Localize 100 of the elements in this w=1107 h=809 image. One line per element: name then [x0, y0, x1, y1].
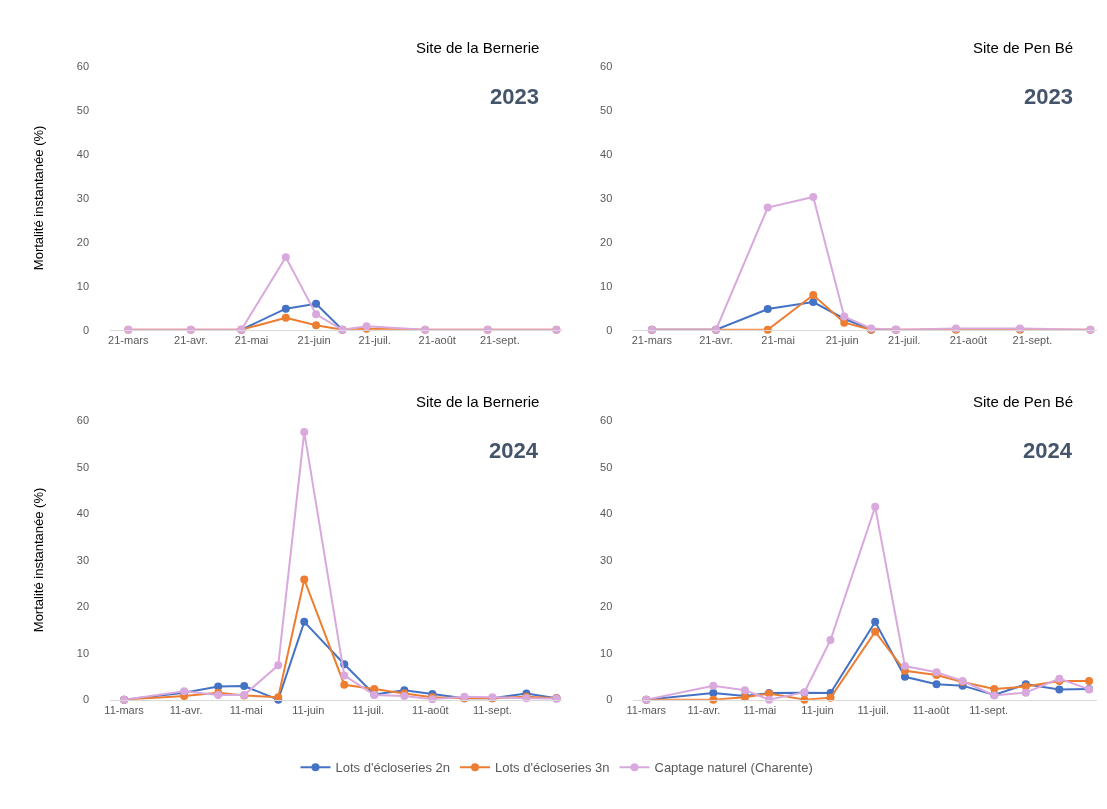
y-tick-label: 10 [76, 646, 90, 659]
y-tick-label: 60 [600, 59, 613, 72]
x-tick-label: 11-mars [104, 703, 145, 716]
text: 2024 [1023, 438, 1073, 463]
x-tick-label: 21-mai [761, 333, 795, 346]
x-tick-label: 21-avr. [174, 333, 208, 346]
y-tick-label: 0 [606, 323, 613, 336]
x-tick-label: 11-août [412, 703, 449, 716]
point [300, 617, 309, 626]
point [709, 681, 718, 690]
point [312, 310, 321, 319]
point [871, 627, 880, 636]
point [1085, 677, 1094, 685]
x-tick-label: 21-sept. [479, 333, 520, 346]
y-tick-label: 50 [600, 103, 613, 116]
chart-title: Site de la Bernerie [416, 393, 540, 410]
point [312, 299, 321, 308]
point [932, 680, 941, 689]
x-tick-label: 11-avr. [169, 703, 203, 716]
x-tick-label: 21-mars [108, 333, 149, 346]
y-tick-label: 30 [600, 191, 613, 204]
x-tick-label: 21-mai [234, 333, 269, 346]
x-tick-label: 11-avr. [687, 703, 721, 716]
x-tick-label: 11-juil. [857, 703, 890, 716]
chart-title: Site de Pen Bé [973, 39, 1074, 56]
y-tick-label: 50 [76, 103, 90, 116]
x-tick-label: 21-juil. [888, 333, 921, 346]
x-tick-label: 11-juin [801, 703, 834, 716]
chart-title: Site de la Bernerie [416, 39, 540, 56]
y-tick-label: 30 [600, 553, 613, 566]
point [340, 680, 349, 689]
point [240, 682, 249, 691]
legend-label: Captage naturel (Charente) [654, 760, 813, 776]
text: 2024 [489, 438, 539, 463]
y-tick-label: 60 [76, 59, 90, 72]
y-tick-label: 30 [76, 191, 90, 204]
x-tick-label: 21-sept. [1012, 333, 1053, 346]
y-axis-title: Mortalité instantanée (%) [30, 487, 46, 633]
y-tick-label: 10 [600, 279, 613, 292]
point [1021, 688, 1030, 697]
y-tick-label: 40 [600, 147, 613, 160]
point [763, 203, 772, 212]
y-tick-label: 40 [76, 147, 90, 160]
point [809, 298, 818, 307]
x-tick-label: 11-mai [229, 703, 263, 716]
y-tick-label: 30 [76, 553, 90, 566]
text: 2023 [490, 84, 539, 109]
x-tick-label: 21-juin [297, 333, 331, 346]
point [300, 427, 309, 436]
x-tick-label: 11-juil. [352, 703, 385, 716]
y-tick-label: 60 [600, 414, 613, 427]
point [709, 689, 718, 698]
x-tick-label: 11-mars [626, 703, 667, 716]
point [281, 304, 290, 313]
x-tick-label: 21-mars [631, 333, 673, 346]
point [871, 502, 880, 511]
x-tick-label: 11-août [912, 703, 950, 716]
x-tick-label: 11-sept. [472, 703, 512, 716]
y-tick-label: 50 [76, 460, 90, 473]
y-tick-label: 0 [606, 693, 613, 706]
point [990, 684, 999, 693]
point [312, 321, 321, 330]
y-tick-label: 0 [82, 323, 90, 336]
point [809, 291, 818, 300]
y-tick-label: 40 [600, 507, 613, 520]
y-tick-label: 40 [76, 507, 90, 520]
y-axis-title: Mortalité instantanée (%) [30, 125, 46, 271]
x-tick-label: 21-juin [825, 333, 859, 346]
point [840, 318, 849, 327]
x-tick-label: 11-mai [743, 703, 777, 716]
x-tick-label: 21-août [418, 333, 456, 346]
point [281, 253, 290, 262]
x-tick-label: 21-juil. [358, 333, 391, 346]
point [871, 617, 880, 626]
y-tick-label: 20 [76, 235, 90, 248]
legend-label: Lots d'écloseries 3n [495, 760, 610, 776]
point [809, 193, 818, 202]
legend-label: Lots d'écloseries 2n [335, 760, 450, 776]
y-tick-label: 10 [600, 646, 613, 659]
y-tick-label: 10 [76, 279, 90, 292]
point [763, 305, 772, 314]
point [826, 636, 835, 645]
y-tick-label: 20 [600, 235, 613, 248]
chart-title: Site de Pen Bé [973, 393, 1074, 410]
point [340, 671, 349, 680]
point [900, 662, 909, 671]
y-tick-label: 20 [76, 600, 90, 613]
x-tick-label: 21-avr. [699, 333, 733, 346]
point [281, 313, 290, 322]
text: 2023 [1024, 84, 1073, 109]
y-tick-label: 0 [82, 693, 90, 706]
point [740, 686, 749, 695]
y-tick-label: 60 [76, 414, 90, 427]
x-tick-label: 21-août [949, 333, 987, 346]
point [300, 575, 309, 584]
x-tick-label: 11-sept. [969, 703, 1009, 716]
point [1055, 685, 1064, 694]
y-tick-label: 20 [600, 600, 613, 613]
y-tick-label: 50 [600, 460, 613, 473]
point [274, 661, 283, 670]
